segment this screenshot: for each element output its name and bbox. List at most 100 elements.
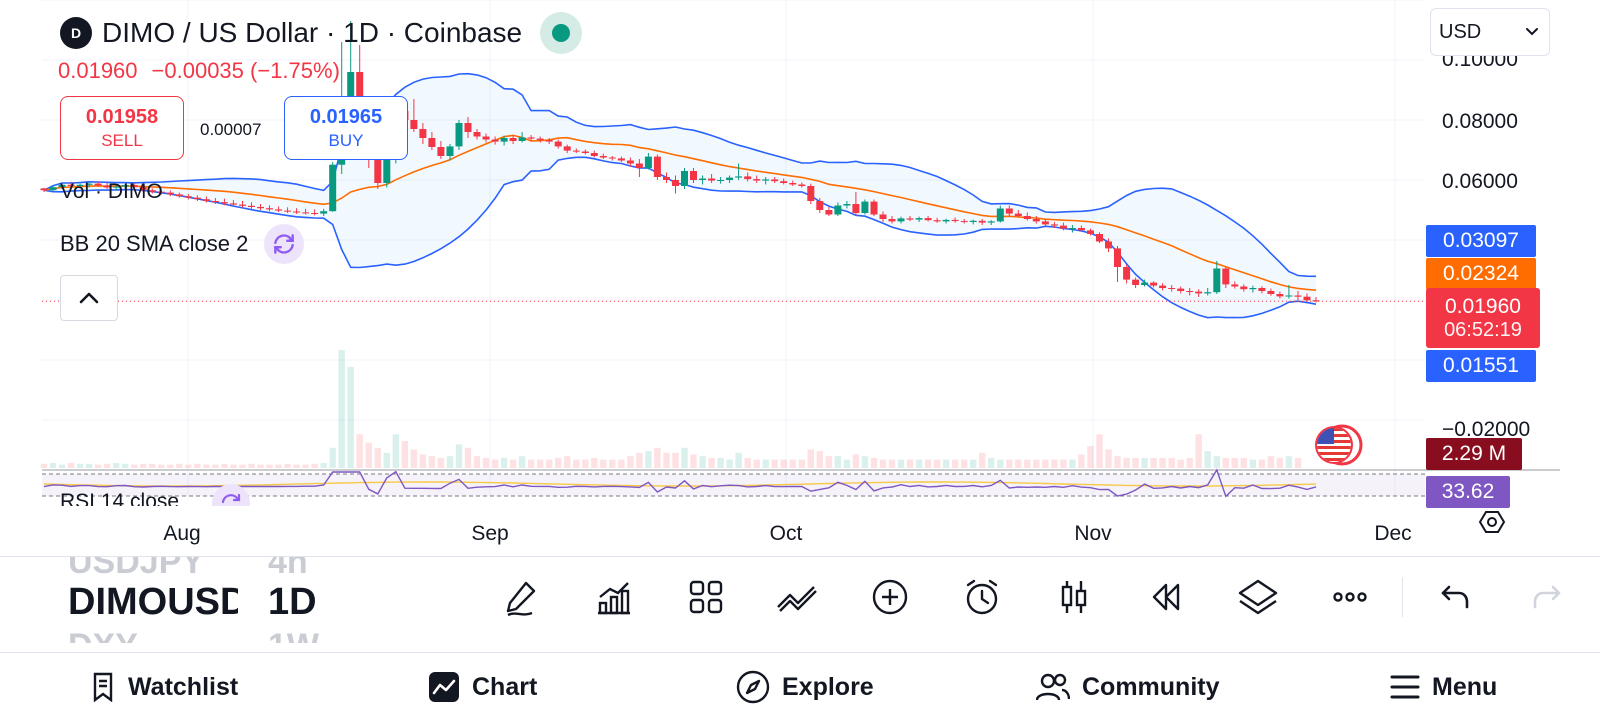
candle-body [978, 220, 986, 223]
volume-bar [67, 462, 75, 468]
volume-bar [600, 459, 607, 468]
nav-watchlist[interactable]: Watchlist [90, 653, 238, 720]
candle-body [1041, 221, 1049, 225]
volume-bar [1204, 451, 1211, 468]
volume-bar [1177, 459, 1184, 468]
axis-settings-icon[interactable] [1478, 511, 1506, 533]
symbol-scroller[interactable]: USDJPY DIMOUSD DXY [68, 557, 238, 643]
candle-body [148, 190, 156, 192]
candle-body [771, 179, 779, 182]
nav-explore[interactable]: Explore [736, 653, 874, 720]
rsi-legend[interactable]: RSI 14 close [60, 490, 180, 506]
volume-bar [798, 459, 805, 468]
volume-bar [915, 459, 923, 468]
current-interval[interactable]: 1D [268, 581, 317, 623]
candle-body [726, 177, 734, 180]
next-symbol[interactable]: DXY [68, 627, 138, 643]
candle-body [320, 211, 328, 214]
nav-explore-label: Explore [782, 672, 874, 701]
candle-body [1141, 282, 1149, 285]
rsi-refresh-button[interactable] [212, 484, 250, 506]
volume-bar [1240, 457, 1247, 468]
object-tree-button[interactable] [1212, 569, 1304, 625]
drawings-button[interactable] [752, 569, 844, 625]
more-button[interactable] [1304, 569, 1396, 625]
layers-icon [1238, 579, 1278, 615]
layouts-button[interactable] [660, 569, 752, 625]
buy-button[interactable]: 0.01965 BUY [284, 96, 408, 160]
candle-body [744, 176, 752, 180]
candle-body [157, 191, 165, 193]
candle-body [1195, 291, 1203, 294]
volume-bar [383, 452, 390, 468]
candle-body [1204, 292, 1212, 294]
nav-menu[interactable]: Menu [1390, 653, 1497, 720]
candle-body [843, 204, 851, 206]
candle-body [762, 179, 770, 181]
interval-scroller[interactable]: 4h 1D 1W [268, 557, 338, 643]
bb-refresh-button[interactable] [264, 224, 305, 264]
volume-bar [1042, 459, 1049, 468]
volume-bar [1222, 457, 1229, 468]
current-symbol[interactable]: DIMOUSD [68, 581, 238, 623]
candle-body [1285, 295, 1293, 297]
bb-basis-tag: 0.02324 [1426, 258, 1536, 290]
currency-select[interactable]: USD [1430, 8, 1550, 56]
collapse-legend-button[interactable] [60, 275, 118, 321]
nav-community[interactable]: Community [1036, 653, 1220, 720]
volume-bar [374, 447, 381, 468]
volume-bar [708, 457, 715, 468]
candle-body [1240, 286, 1248, 290]
volume-bar [942, 459, 950, 468]
volume-legend[interactable]: Vol · DIMO [60, 180, 163, 203]
volume-bar [924, 459, 932, 468]
community-icon [1036, 673, 1070, 701]
nav-chart[interactable]: Chart [428, 653, 537, 720]
replay-button[interactable] [1120, 569, 1212, 625]
prev-interval[interactable]: 4h [268, 557, 308, 581]
candle-body [1005, 208, 1013, 214]
candle-body [1258, 288, 1266, 291]
chart-header[interactable]: D DIMO / US Dollar · 1D · Coinbase [60, 12, 583, 54]
chart-type-button[interactable] [1028, 569, 1120, 625]
candle-body [699, 178, 707, 180]
candle-body [175, 194, 183, 197]
candle-body [807, 186, 815, 201]
hamburger-icon [1390, 675, 1420, 699]
last-price: 0.01960 [58, 58, 138, 83]
candle-body [491, 139, 499, 142]
candle-body [969, 220, 977, 222]
next-interval[interactable]: 1W [268, 627, 319, 643]
market-status-indicator[interactable] [540, 12, 583, 54]
alert-button[interactable] [936, 569, 1028, 625]
indicators-button[interactable] [568, 569, 660, 625]
candle-body [852, 204, 860, 213]
candle-body [825, 210, 833, 215]
volume-bar [816, 451, 823, 468]
candle-body [708, 178, 716, 181]
undo-button[interactable] [1409, 569, 1501, 625]
us-flag-icon[interactable] [1312, 424, 1364, 466]
volume-bar [140, 463, 147, 468]
volume-bar [1249, 459, 1257, 468]
bb-upper-line [43, 72, 1317, 278]
candle-body [1105, 241, 1112, 249]
bb-legend[interactable]: BB 20 SMA close 2 [60, 224, 305, 264]
symbol-title[interactable]: DIMO / US Dollar · 1D · Coinbase [102, 17, 523, 48]
add-button[interactable] [844, 569, 936, 625]
draw-button[interactable] [476, 569, 568, 625]
redo-button[interactable] [1501, 569, 1593, 625]
candle-body [644, 156, 652, 168]
volume-bar [744, 457, 751, 468]
volume-bar [834, 456, 842, 468]
sell-button[interactable]: 0.01958 SELL [60, 96, 184, 160]
volume-bar [852, 454, 860, 468]
volume-bar [897, 459, 905, 468]
price-axis-tick: 0.08000 [1442, 110, 1518, 133]
candle-body [1186, 291, 1194, 292]
candle-body [329, 164, 337, 212]
volume-bar [275, 464, 282, 468]
prev-symbol[interactable]: USDJPY [68, 557, 205, 581]
volume-bar [239, 464, 246, 468]
